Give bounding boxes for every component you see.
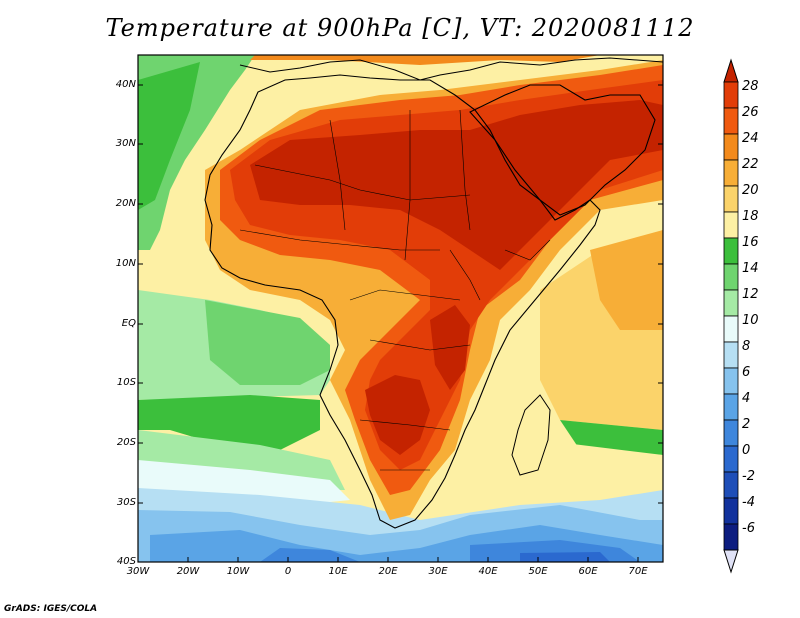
arabia-coastline	[469, 84, 656, 216]
lat-label-eq: EQ	[121, 318, 136, 329]
field-southern-africa-hot	[365, 375, 430, 455]
colorbar-swatch	[723, 107, 739, 135]
colorbar-label: 4	[742, 391, 751, 406]
lon-label-60e: 60E	[578, 566, 598, 577]
lat-label-20n: 20N	[115, 198, 136, 209]
colorbar-swatch	[723, 523, 739, 551]
field-atlantic-north-cooler	[138, 62, 200, 210]
europe-coastline	[239, 57, 663, 81]
colorbar-swatch	[723, 237, 739, 265]
colorbar-label: 18	[742, 209, 759, 224]
field-mediterranean	[250, 55, 600, 65]
field-south-atlantic-green	[138, 395, 320, 450]
lat-label-30n: 30N	[115, 138, 136, 149]
colorbar-swatch	[723, 289, 739, 317]
colorbar-label: -2	[742, 469, 755, 484]
lat-label-20s: 20S	[116, 437, 136, 448]
colorbar-swatch	[723, 367, 739, 395]
colorbar-label: 24	[742, 131, 759, 146]
plot-frame	[137, 54, 664, 563]
colorbar-label: 14	[742, 261, 759, 276]
colorbar-label: -6	[742, 521, 755, 536]
colorbar-label: 22	[742, 157, 759, 172]
field-south-atlantic-light	[138, 430, 345, 490]
lon-label-70e: 70E	[628, 566, 648, 577]
colorbar-swatch	[723, 497, 739, 525]
colorbar-swatch	[723, 133, 739, 161]
temperature-field	[138, 55, 663, 562]
colorbar-swatch	[723, 159, 739, 187]
map-title: Temperature at 900hPa [C], VT: 202008111…	[105, 14, 695, 42]
country-borders	[239, 109, 551, 471]
colorbar-bottom-arrow	[723, 549, 739, 574]
lon-label-10w: 10W	[226, 566, 250, 577]
lat-label-10s: 10S	[116, 377, 136, 388]
colorbar-swatch	[723, 393, 739, 421]
lat-label-10n: 10N	[115, 258, 136, 269]
colorbar-swatch	[723, 419, 739, 447]
colorbar-swatch	[723, 263, 739, 291]
colorbar-swatch	[723, 211, 739, 239]
colorbar	[723, 58, 739, 574]
field-atlantic-tropical-green	[205, 300, 330, 385]
colorbar-swatch	[723, 341, 739, 369]
lon-label-0: 0	[284, 566, 292, 577]
colorbar-label: 2	[742, 417, 751, 432]
lon-label-20e: 20E	[378, 566, 398, 577]
lon-label-50e: 50E	[528, 566, 548, 577]
lat-label-30s: 30S	[116, 497, 136, 508]
colorbar-label: 0	[742, 443, 751, 458]
lon-label-20w: 20W	[176, 566, 200, 577]
colorbar-label: 16	[742, 235, 759, 250]
grads-credit: GrADS: IGES/COLA	[4, 604, 98, 614]
colorbar-swatch	[723, 471, 739, 499]
colorbar-label: 12	[742, 287, 759, 302]
colorbar-label: 28	[742, 79, 759, 94]
colorbar-label: -4	[742, 495, 755, 510]
lat-label-40s: 40S	[116, 556, 136, 567]
field-southern-blue-4	[260, 548, 360, 562]
field-southern-blue-6	[520, 552, 610, 562]
lon-label-40e: 40E	[478, 566, 498, 577]
field-indian-ocean-pale	[540, 440, 663, 485]
lon-label-10e: 10E	[328, 566, 348, 577]
colorbar-swatch	[723, 81, 739, 109]
axis-ticks	[138, 84, 663, 562]
colorbar-label: 8	[742, 339, 751, 354]
colorbar-top-arrow	[723, 58, 739, 83]
colorbar-label: 20	[742, 183, 759, 198]
colorbar-label: 6	[742, 365, 751, 380]
madagascar-coastline	[511, 394, 551, 476]
lon-label-30e: 30E	[428, 566, 448, 577]
field-indian-ocean-warm	[590, 230, 663, 330]
colorbar-swatch	[723, 445, 739, 473]
lat-label-40n: 40N	[115, 79, 136, 90]
colorbar-label: 26	[742, 105, 759, 120]
colorbar-label: 10	[742, 313, 759, 328]
africa-coastline	[204, 74, 601, 529]
lon-label-30w: 30W	[126, 566, 150, 577]
colorbar-swatch	[723, 315, 739, 343]
field-africa-hottest	[250, 100, 663, 270]
colorbar-swatch	[723, 185, 739, 213]
